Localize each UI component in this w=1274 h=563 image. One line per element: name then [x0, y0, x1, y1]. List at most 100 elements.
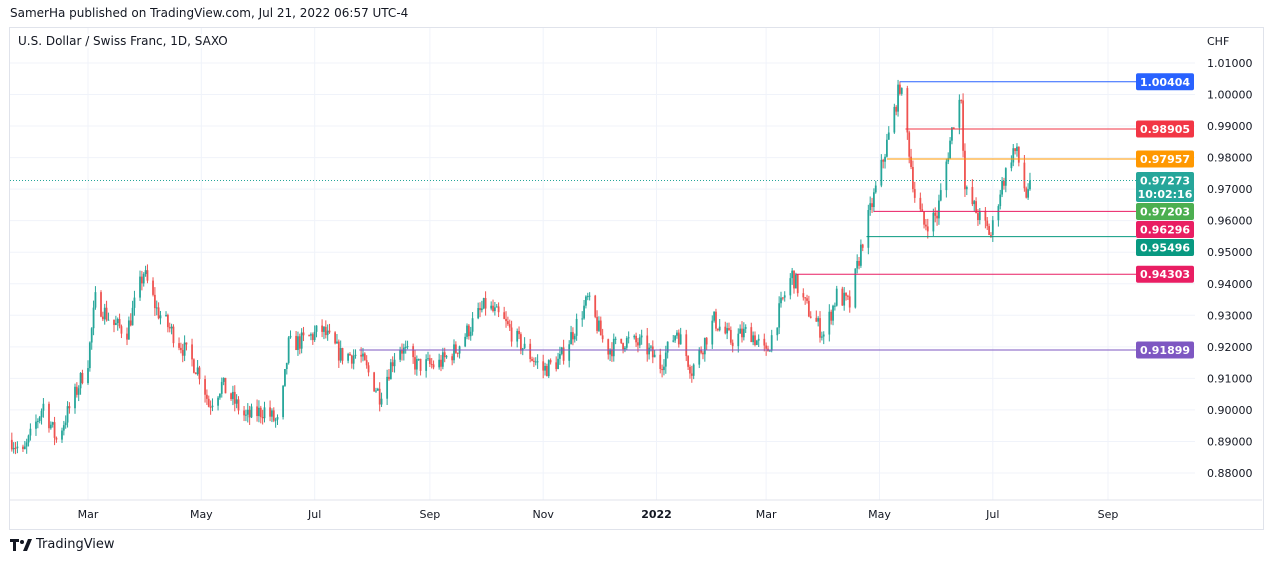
candle-body	[573, 335, 576, 340]
chart-frame	[9, 27, 1264, 530]
candle-body	[81, 372, 84, 384]
candle	[493, 302, 496, 316]
candle	[789, 273, 792, 300]
candle	[440, 354, 442, 372]
candle	[206, 389, 208, 405]
candle-body	[490, 305, 493, 309]
candle-body	[315, 325, 318, 332]
candle-body	[55, 437, 58, 440]
candle	[776, 327, 779, 341]
candle	[415, 355, 418, 376]
candle-body	[360, 354, 363, 357]
candle-body	[908, 132, 911, 157]
candle	[765, 342, 768, 356]
candle-body	[311, 334, 314, 341]
candle-body	[159, 315, 162, 319]
candle	[912, 160, 914, 193]
candle	[1016, 143, 1018, 157]
candle-body	[926, 226, 929, 232]
candle-body	[624, 347, 626, 350]
candle-body	[739, 328, 742, 334]
candle-body	[412, 346, 415, 358]
candle-body	[676, 332, 678, 336]
candle-body	[947, 158, 950, 162]
candle	[222, 377, 225, 386]
candle-body	[209, 406, 212, 408]
candle-body	[194, 372, 197, 375]
candle	[923, 211, 925, 229]
candle-body	[713, 311, 716, 321]
candle-body	[139, 276, 141, 298]
candle-body	[300, 332, 303, 349]
candle-body	[791, 270, 794, 279]
candle-body	[282, 385, 284, 418]
candle-body	[754, 335, 756, 345]
candle-body	[367, 365, 370, 373]
candle	[559, 346, 561, 365]
x-tick-label: Jul	[307, 508, 321, 521]
candle-body	[222, 377, 225, 382]
candle	[1029, 172, 1031, 191]
y-tick-label: 0.90000	[1207, 404, 1253, 417]
candle	[75, 382, 78, 398]
candle-body	[871, 203, 873, 208]
candle-body	[848, 296, 851, 308]
candle	[126, 327, 128, 346]
candle-body	[973, 201, 976, 205]
candle	[339, 340, 342, 363]
candle-body	[666, 341, 669, 353]
candle-body	[936, 215, 938, 219]
candle	[835, 285, 838, 307]
tradingview-logo-icon	[10, 538, 32, 551]
candle-body	[822, 334, 825, 337]
candle-body	[12, 447, 15, 450]
candle	[570, 325, 572, 345]
candle-body	[557, 358, 559, 370]
price-tag-label: 0.95496	[1140, 242, 1190, 255]
candle-body	[986, 220, 989, 227]
candle	[269, 400, 271, 422]
candle	[300, 328, 303, 354]
candle-body	[120, 326, 123, 334]
candle	[454, 341, 457, 354]
candle-body	[10, 439, 13, 450]
candle	[153, 287, 156, 316]
candle	[103, 303, 106, 325]
candle-body	[984, 210, 987, 221]
candle	[945, 158, 948, 198]
candle-body	[858, 260, 860, 266]
candle	[399, 346, 402, 363]
candle	[1012, 144, 1015, 167]
candle-body	[640, 335, 643, 338]
candle-body	[776, 327, 779, 336]
candle	[378, 382, 381, 412]
candle	[991, 216, 994, 242]
candle	[48, 401, 50, 433]
candle	[679, 327, 682, 345]
candle	[949, 137, 951, 159]
candle	[40, 408, 43, 425]
candle-body	[559, 353, 561, 359]
candle-body	[114, 323, 117, 325]
candle-body	[417, 358, 420, 360]
x-tick-label: Nov	[532, 508, 554, 521]
candle	[427, 351, 429, 361]
x-tick-label: Mar	[756, 508, 777, 521]
candle-body	[497, 306, 500, 313]
candle	[990, 232, 992, 239]
candle	[742, 322, 745, 341]
candle	[323, 326, 325, 340]
candle	[648, 343, 650, 360]
candle	[583, 299, 585, 320]
candle-body	[544, 365, 546, 371]
candle-body	[663, 366, 665, 371]
candle-body	[328, 330, 331, 333]
candle	[900, 87, 903, 96]
candle-body	[932, 212, 935, 232]
tradingview-logo[interactable]: TradingView	[10, 537, 115, 552]
candle-body	[334, 332, 337, 344]
candle	[217, 395, 219, 411]
candle	[285, 362, 288, 375]
candle-body	[726, 328, 729, 334]
